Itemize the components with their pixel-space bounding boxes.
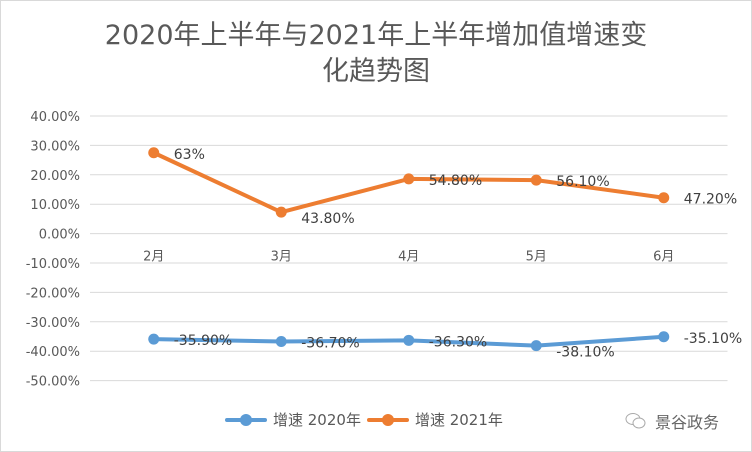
data-label: 47.20%	[684, 192, 737, 208]
x-tick-label: 3月	[271, 250, 292, 265]
y-tick-label: -40.00%	[26, 345, 80, 360]
title-line-1: 2020年上半年与2021年上半年增加值增速变	[104, 20, 648, 51]
data-label: -36.30%	[429, 334, 487, 350]
y-tick-label: 0.00%	[39, 228, 80, 243]
y-tick-label: 10.00%	[30, 198, 80, 213]
y-tick-label: -50.00%	[26, 375, 80, 390]
x-tick-label: 4月	[398, 250, 419, 265]
legend-item-2021[interactable]: 增速 2021年	[366, 409, 503, 430]
data-label: 43.80%	[301, 211, 354, 227]
legend-marker-2021	[366, 413, 409, 426]
data-point	[658, 331, 670, 343]
data-label: -36.70%	[301, 335, 359, 351]
data-point	[658, 192, 670, 204]
legend-label-2020: 增速 2020年	[273, 411, 361, 429]
legend-marker-2020	[225, 413, 267, 426]
x-tick-label: 2月	[143, 250, 164, 265]
data-point	[403, 334, 415, 346]
legend-label-2021: 增速 2021年	[414, 411, 503, 429]
data-label: 63%	[174, 147, 205, 163]
x-tick-label: 5月	[526, 250, 547, 265]
watermark: 景谷政务	[625, 409, 719, 433]
wechat-icon	[625, 413, 646, 429]
data-label: 56.10%	[556, 174, 609, 190]
data-point	[148, 333, 160, 345]
y-tick-label: 40.00%	[30, 110, 80, 125]
x-tick-label: 6月	[653, 250, 674, 265]
y-tick-label: 30.00%	[30, 139, 80, 154]
y-tick-label: -30.00%	[26, 316, 80, 331]
watermark-text: 景谷政务	[655, 413, 720, 432]
data-label: -35.90%	[174, 333, 232, 349]
legend-item-2020[interactable]: 增速 2020年	[225, 409, 361, 430]
data-label: 54.80%	[429, 173, 482, 189]
data-point	[275, 335, 287, 347]
data-point	[148, 147, 160, 159]
data-point	[275, 206, 287, 218]
legend: 增速 2020年 增速 2021年	[225, 409, 509, 430]
chart-title: 2020年上半年与2021年上半年增加值增速变 化趋势图	[0, 18, 752, 90]
data-point	[530, 174, 542, 186]
data-label: -35.10%	[684, 331, 742, 347]
data-label: -38.10%	[556, 345, 614, 361]
y-tick-label: -10.00%	[26, 257, 80, 272]
y-tick-label: -20.00%	[26, 286, 80, 301]
data-point	[403, 173, 415, 185]
y-tick-label: 20.00%	[30, 169, 80, 184]
title-line-2: 化趋势图	[322, 56, 430, 87]
data-point	[530, 340, 542, 352]
